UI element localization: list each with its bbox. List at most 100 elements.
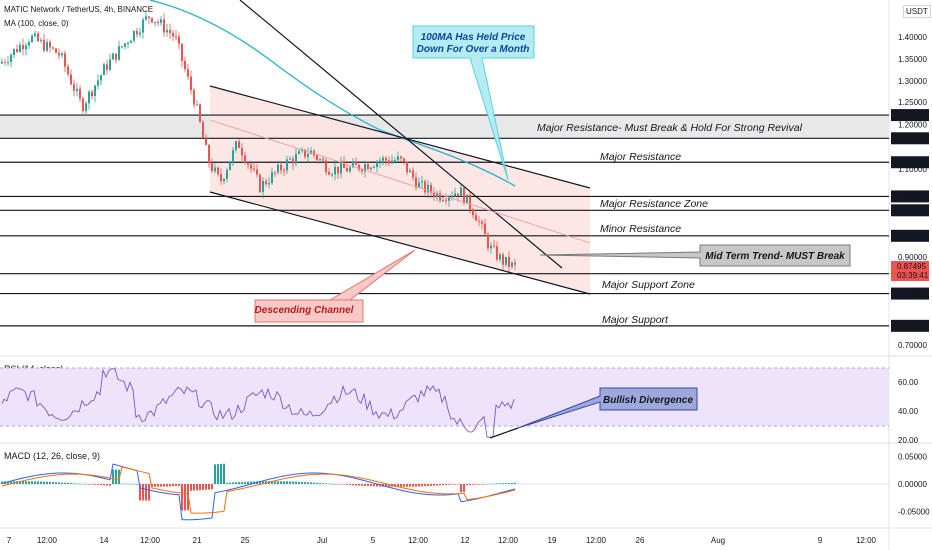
candle [91, 91, 93, 96]
candle [220, 174, 222, 182]
macd-histogram-bar [220, 463, 222, 484]
candle [73, 84, 75, 91]
macd-histogram-bar [100, 484, 102, 486]
macd-histogram-bar [238, 482, 240, 484]
candle [214, 167, 216, 172]
macd-histogram-bar [481, 484, 483, 485]
mid-term-trendline [239, 0, 563, 269]
macd-histogram-bar [133, 483, 135, 485]
candle [409, 170, 411, 173]
candle [196, 104, 198, 106]
candle [295, 153, 297, 164]
candle [238, 141, 240, 148]
candle [289, 158, 291, 160]
time-axis-tick: 5 [371, 536, 376, 545]
price-axis-tick: 0.90000 [898, 253, 927, 262]
candle [106, 64, 108, 70]
candle [439, 192, 441, 201]
macd-histogram-bar [49, 481, 51, 484]
candle [64, 53, 66, 67]
candle [142, 19, 144, 33]
candle [187, 69, 189, 77]
candle [328, 172, 330, 175]
time-axis-tick: 12:00 [856, 536, 877, 545]
macd-histogram-bar [499, 483, 501, 484]
ma-indicator-label: MA (100, close, 0) [4, 19, 69, 28]
macd-histogram-bar [247, 481, 249, 484]
macd-histogram-bar [496, 483, 498, 485]
currency-button[interactable]: USDT [903, 5, 931, 18]
macd-histogram-bar [400, 484, 402, 487]
time-axis-tick: 26 [636, 536, 645, 545]
candle [472, 209, 474, 216]
candle [355, 162, 357, 165]
macd-histogram-bar [223, 463, 225, 484]
macd-histogram-bar [109, 484, 111, 486]
candle [130, 40, 132, 44]
candle [424, 181, 426, 193]
candle [283, 170, 285, 172]
countdown-text: 03:39:41 [897, 271, 929, 280]
macd-histogram-bar [139, 484, 141, 501]
candle [451, 196, 453, 198]
candle [316, 155, 318, 160]
macd-histogram-bar [211, 484, 213, 490]
candle [343, 162, 345, 169]
macd-histogram-bar [505, 483, 507, 484]
macd-histogram-bar [502, 483, 504, 484]
candle [10, 54, 12, 62]
candle [202, 121, 204, 138]
macd-histogram-bar [514, 482, 516, 484]
candle [514, 262, 516, 265]
macd-histogram-bar [172, 484, 174, 487]
time-axis-tick: 9 [818, 536, 823, 545]
candle [166, 29, 168, 33]
candle [223, 178, 225, 182]
candle [235, 141, 237, 151]
candle [121, 46, 123, 48]
macd-histogram-bar [190, 484, 192, 491]
candle [19, 45, 21, 52]
macd-histogram-bar [457, 484, 459, 485]
candle [61, 53, 63, 56]
macd-histogram-bar [430, 484, 432, 486]
candle [217, 167, 219, 175]
candle [457, 193, 459, 197]
price-axis-tick: 0.70000 [898, 341, 927, 350]
candle [322, 159, 324, 161]
candles [1, 12, 516, 274]
candle [229, 162, 231, 171]
macd-histogram-bar [10, 481, 12, 484]
macd-histogram-bar [364, 484, 366, 486]
zone-label: Major Resistance Zone [600, 198, 708, 210]
candle [397, 156, 399, 161]
macd-axis-tick: 0.00000 [898, 480, 927, 489]
candle [442, 200, 444, 202]
macd-histogram-bar [169, 484, 171, 487]
candle [436, 192, 438, 198]
price-axis-tick: 1.30000 [898, 77, 927, 86]
candle [58, 52, 60, 56]
price-level-badge [891, 229, 929, 242]
macd-histogram-bar [130, 483, 132, 485]
price-level-badge-text: 1.03767 [896, 192, 925, 201]
candle [352, 162, 354, 168]
macd-histogram-bar [388, 484, 390, 487]
candle [292, 158, 294, 164]
candle [211, 163, 213, 172]
macd-histogram-bar [322, 483, 324, 484]
divergence-line [489, 427, 519, 439]
candle [52, 47, 54, 49]
macd-histogram-bar [184, 484, 186, 511]
macd-histogram-bar [271, 481, 273, 484]
macd-histogram-bar [67, 482, 69, 484]
macd-histogram-bar [358, 484, 360, 486]
candle [385, 157, 387, 161]
time-axis-tick: 12:00 [140, 536, 161, 545]
candle [445, 200, 447, 202]
macd-histogram-bar [142, 484, 144, 501]
macd-histogram-bar [46, 481, 48, 484]
macd-histogram-bar [343, 484, 345, 485]
candle [481, 221, 483, 224]
